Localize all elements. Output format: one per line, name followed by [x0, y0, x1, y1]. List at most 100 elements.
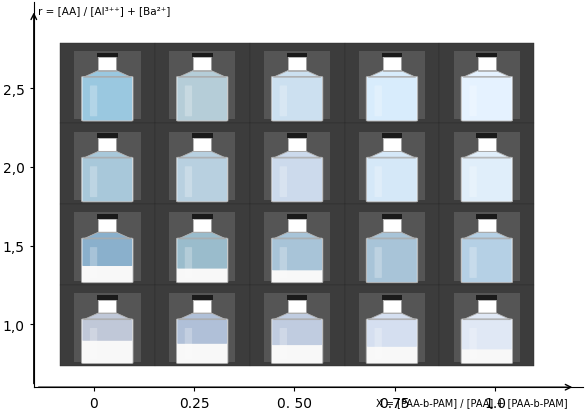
Polygon shape: [368, 71, 415, 78]
Bar: [60, 285, 155, 366]
Bar: [193, 219, 211, 233]
FancyBboxPatch shape: [83, 340, 132, 363]
FancyBboxPatch shape: [178, 78, 227, 121]
FancyBboxPatch shape: [90, 167, 97, 197]
Polygon shape: [273, 71, 321, 78]
FancyBboxPatch shape: [469, 86, 477, 117]
Bar: [454, 294, 520, 362]
Text: X = [PAA-b-PAM] / [PAA] + [PAA-b-PAM]: X = [PAA-b-PAM] / [PAA] + [PAA-b-PAM]: [376, 396, 567, 407]
FancyBboxPatch shape: [367, 346, 417, 363]
FancyBboxPatch shape: [271, 319, 323, 363]
Bar: [169, 213, 236, 281]
FancyBboxPatch shape: [469, 247, 477, 278]
FancyBboxPatch shape: [374, 86, 382, 117]
FancyBboxPatch shape: [461, 158, 513, 202]
Bar: [288, 58, 306, 71]
Bar: [74, 52, 141, 120]
FancyBboxPatch shape: [367, 78, 417, 121]
Bar: [74, 213, 141, 281]
Polygon shape: [273, 71, 321, 78]
Polygon shape: [179, 313, 226, 320]
FancyBboxPatch shape: [272, 78, 322, 121]
Bar: [288, 139, 306, 152]
Bar: [250, 205, 345, 285]
FancyBboxPatch shape: [178, 158, 227, 202]
FancyBboxPatch shape: [176, 158, 228, 202]
Bar: [345, 124, 440, 205]
Bar: [454, 132, 520, 201]
FancyBboxPatch shape: [280, 328, 287, 359]
Polygon shape: [84, 152, 131, 159]
FancyBboxPatch shape: [271, 158, 323, 202]
Polygon shape: [84, 152, 131, 159]
Polygon shape: [463, 152, 510, 159]
Bar: [383, 139, 401, 152]
Bar: [97, 215, 118, 219]
Polygon shape: [84, 233, 131, 239]
Bar: [98, 58, 117, 71]
Bar: [454, 213, 520, 281]
FancyBboxPatch shape: [272, 344, 322, 363]
Bar: [288, 300, 306, 313]
Bar: [288, 300, 306, 313]
Polygon shape: [84, 313, 131, 320]
Bar: [60, 44, 534, 366]
Bar: [359, 132, 425, 201]
Bar: [478, 58, 496, 71]
Bar: [193, 300, 211, 313]
Bar: [476, 215, 497, 219]
Polygon shape: [463, 313, 510, 320]
FancyBboxPatch shape: [462, 349, 512, 363]
Bar: [287, 134, 308, 139]
Bar: [288, 139, 306, 152]
Bar: [192, 295, 213, 300]
FancyBboxPatch shape: [366, 319, 418, 363]
FancyBboxPatch shape: [185, 328, 192, 359]
Bar: [381, 215, 403, 219]
FancyBboxPatch shape: [462, 78, 512, 121]
Text: r = [AA] / [Al³⁺⁺] + [Ba²⁺]: r = [AA] / [Al³⁺⁺] + [Ba²⁺]: [38, 6, 170, 16]
Bar: [440, 205, 534, 285]
Bar: [476, 295, 497, 300]
FancyBboxPatch shape: [374, 247, 382, 278]
Bar: [155, 285, 250, 366]
Bar: [288, 219, 306, 233]
FancyBboxPatch shape: [469, 167, 477, 197]
Bar: [359, 52, 425, 120]
Polygon shape: [179, 152, 226, 159]
Polygon shape: [273, 313, 321, 320]
Bar: [264, 52, 331, 120]
Polygon shape: [463, 233, 510, 239]
Polygon shape: [273, 313, 321, 320]
Polygon shape: [463, 152, 510, 159]
Bar: [192, 134, 213, 139]
FancyBboxPatch shape: [367, 158, 417, 202]
Bar: [98, 139, 117, 152]
FancyBboxPatch shape: [83, 266, 132, 282]
Bar: [478, 300, 496, 313]
Bar: [193, 139, 211, 152]
FancyBboxPatch shape: [367, 319, 417, 347]
Bar: [250, 285, 345, 366]
FancyBboxPatch shape: [176, 77, 228, 122]
Polygon shape: [463, 71, 510, 78]
Bar: [478, 139, 496, 152]
Bar: [478, 219, 496, 233]
FancyBboxPatch shape: [462, 158, 512, 202]
Polygon shape: [273, 152, 321, 159]
Bar: [169, 52, 236, 120]
Bar: [383, 219, 401, 233]
Polygon shape: [84, 71, 131, 78]
FancyBboxPatch shape: [271, 77, 323, 122]
FancyBboxPatch shape: [374, 167, 382, 197]
Bar: [383, 58, 401, 71]
Bar: [264, 213, 331, 281]
Bar: [60, 205, 155, 285]
Bar: [288, 58, 306, 71]
Bar: [193, 139, 211, 152]
Bar: [478, 300, 496, 313]
FancyBboxPatch shape: [462, 319, 512, 349]
Polygon shape: [368, 313, 415, 320]
FancyBboxPatch shape: [469, 328, 477, 359]
Polygon shape: [463, 313, 510, 320]
